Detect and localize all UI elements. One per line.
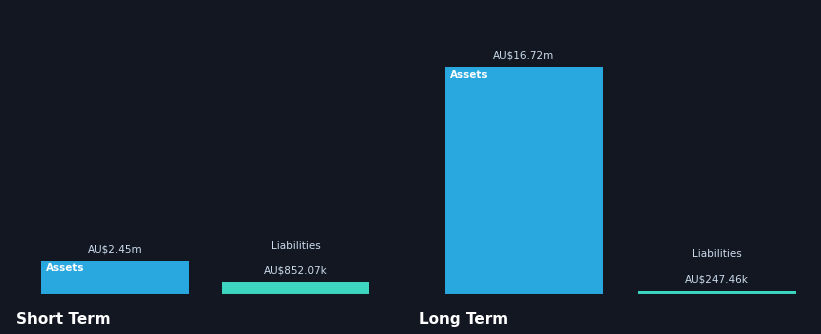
Bar <box>41 261 189 294</box>
Text: AU$247.46k: AU$247.46k <box>685 274 749 284</box>
Text: AU$852.07k: AU$852.07k <box>264 266 328 276</box>
Text: Assets: Assets <box>46 263 85 273</box>
Text: Long Term: Long Term <box>419 312 508 327</box>
Bar <box>222 282 369 294</box>
Text: AU$16.72m: AU$16.72m <box>493 51 554 61</box>
Text: Liabilities: Liabilities <box>271 241 320 251</box>
Bar <box>638 291 796 294</box>
Text: Assets: Assets <box>450 70 488 80</box>
Text: Short Term: Short Term <box>16 312 111 327</box>
Text: AU$2.45m: AU$2.45m <box>88 244 142 254</box>
Bar <box>445 67 603 294</box>
Text: Liabilities: Liabilities <box>692 249 741 259</box>
